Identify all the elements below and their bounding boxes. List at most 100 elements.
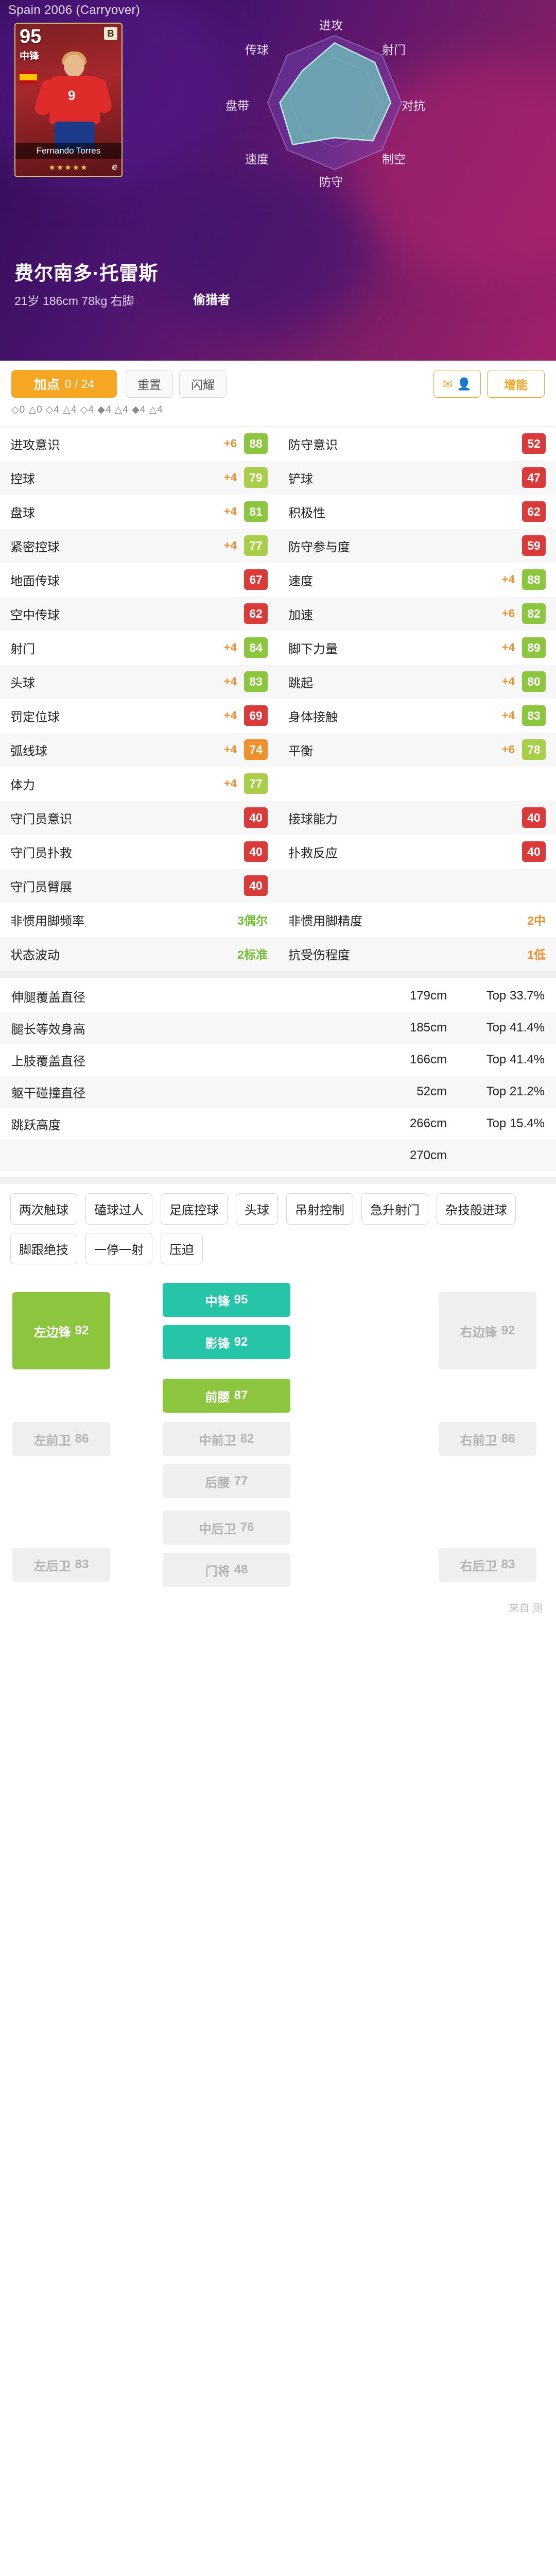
attribute-cell-right (278, 869, 556, 903)
attribute-value: 80 (522, 671, 546, 692)
figure-torso (49, 76, 100, 124)
boost-button[interactable]: 增能 (487, 370, 545, 398)
attribute-row: 体力 +4 77 (0, 767, 556, 801)
attribute-value: 89 (522, 637, 546, 658)
position-name: 影锋 (205, 1336, 230, 1351)
attribute-value: 79 (244, 467, 268, 488)
measure-label: 腿长等效身高 (11, 1022, 85, 1037)
attribute-cell-left: 进攻意识 +6 88 (0, 427, 278, 461)
shine-button[interactable]: 闪耀 (179, 370, 227, 398)
position-cell-中锋[interactable]: 中锋 95 (163, 1283, 290, 1317)
skill-chip[interactable]: 足底控球 (161, 1193, 228, 1225)
position-cell-右边锋[interactable]: 右边锋 92 (439, 1292, 536, 1369)
radar-label-1: 射门 (382, 43, 406, 57)
attribute-delta: +4 (223, 675, 237, 688)
measure-label: 跳跃高度 (11, 1118, 61, 1132)
add-points-label: 加点 (33, 378, 60, 392)
attribute-value: 69 (244, 705, 268, 726)
attribute-label: 平衡 (288, 744, 313, 758)
skill-chip[interactable]: 压迫 (161, 1233, 203, 1264)
attribute-label: 盘球 (10, 506, 35, 520)
trait-label: 状态波动 (10, 948, 60, 962)
skill-chip[interactable]: 头球 (236, 1193, 278, 1225)
player-header: Spain 2006 (Carryover) 95 中锋 B 9 Fernand… (0, 0, 556, 361)
position-cell-门将[interactable]: 门将 48 (163, 1553, 290, 1587)
radar-label-5: 速度 (245, 152, 269, 166)
position-cell-右前卫[interactable]: 右前卫 86 (439, 1422, 536, 1456)
position-name: 左边锋 (33, 1325, 71, 1340)
watermark: 来自 测 (509, 1603, 543, 1614)
add-points-button[interactable]: 加点 0 / 24 (11, 370, 117, 398)
skill-chip[interactable]: 脚跟绝技 (10, 1233, 77, 1264)
attribute-row: 弧线球 +4 74 平衡 +6 78 (0, 733, 556, 767)
position-cell-右后卫[interactable]: 右后卫 83 (439, 1548, 536, 1582)
attribute-cell-left: 守门员扑救 40 (0, 835, 278, 869)
attribute-value: 81 (244, 501, 268, 522)
player-meta: 21岁 186cm 78kg 右脚 (14, 294, 134, 308)
position-name: 中锋 (205, 1294, 230, 1309)
skill-chip[interactable]: 磕球过人 (85, 1193, 152, 1225)
measure-row: 270cm (0, 1140, 556, 1172)
measure-row: 躯干碰撞直径 52cm Top 21.2% (0, 1076, 556, 1108)
position-rating: 83 (501, 1557, 515, 1571)
position-ratings-grid: 来自 测 左边锋 92 中锋 95 影锋 92 右边锋 92 前腰 87 左前卫 86 中前卫 82 右前卫… (8, 1278, 548, 1614)
attribute-cell-right: 跳起 +4 80 (278, 665, 556, 699)
attribute-cell-left: 头球 +4 83 (0, 665, 278, 699)
attribute-value: 52 (522, 433, 546, 454)
attributes-table: 进攻意识 +6 88 防守意识 52 控球 +4 79 铲球 47 盘球 +4 81 积极性 62 紧密控球 +… (0, 427, 556, 971)
position-rating: 48 (234, 1563, 248, 1577)
attribute-row: 地面传球 67 速度 +4 88 (0, 563, 556, 597)
mail-icon: ✉ (443, 377, 453, 391)
attribute-value: 40 (244, 807, 268, 828)
position-name: 左前卫 (33, 1433, 71, 1448)
attribute-label: 进攻意识 (10, 438, 60, 452)
skill-chip[interactable]: 一停一射 (85, 1233, 152, 1264)
position-cell-左前卫[interactable]: 左前卫 86 (12, 1422, 110, 1456)
attribute-delta: +4 (223, 777, 237, 790)
attribute-value: 40 (244, 875, 268, 896)
player-detail-page: Spain 2006 (Carryover) 95 中锋 B 9 Fernand… (0, 0, 556, 1614)
skill-chip[interactable]: 杂技般进球 (437, 1193, 516, 1225)
trait-value: 3偶尔 (237, 914, 268, 927)
attribute-cell-right: 扑救反应 40 (278, 835, 556, 869)
player-playstyle: 偷猎者 (193, 293, 230, 307)
trait-label: 非惯用脚频率 (10, 914, 84, 928)
attribute-row: 盘球 +4 81 积极性 62 (0, 495, 556, 529)
legend-row: ◇0 △0 ◇4 △4 ◇4 ◆4 △4 ◆4 △4 (11, 404, 163, 415)
measure-percentile: Top 41.4% (486, 1021, 545, 1035)
position-cell-中后卫[interactable]: 中后卫 76 (163, 1511, 290, 1545)
position-cell-影锋[interactable]: 影锋 92 (163, 1325, 290, 1359)
skill-chip[interactable]: 吊射控制 (286, 1193, 353, 1225)
attribute-delta: +4 (223, 709, 237, 722)
position-cell-左后卫[interactable]: 左后卫 83 (12, 1548, 110, 1582)
attribute-label: 接球能力 (288, 812, 338, 826)
attribute-label: 守门员臂展 (10, 880, 72, 894)
mail-icon-button[interactable]: ✉ 👤 (433, 370, 481, 398)
attribute-row: 进攻意识 +6 88 防守意识 52 (0, 427, 556, 461)
position-cell-前腰[interactable]: 前腰 87 (163, 1379, 290, 1413)
position-cell-左边锋[interactable]: 左边锋 92 (12, 1292, 110, 1369)
attribute-label: 身体接触 (288, 710, 338, 724)
attribute-label: 控球 (10, 472, 35, 486)
attribute-label: 空中传球 (10, 608, 60, 622)
reset-button[interactable]: 重置 (126, 370, 173, 398)
attribute-value: 88 (244, 433, 268, 454)
skill-chip[interactable]: 两次触球 (10, 1193, 77, 1225)
measure-row: 伸腿覆盖直径 179cm Top 33.7% (0, 980, 556, 1012)
measure-percentile: Top 15.4% (486, 1116, 545, 1130)
measure-value: 166cm (409, 1053, 447, 1066)
trait-row: 非惯用脚频率 3偶尔 非惯用脚精度 2中 (0, 903, 556, 937)
position-rating: 95 (234, 1293, 248, 1307)
figure-head (64, 55, 84, 77)
player-card[interactable]: 95 中锋 B 9 Fernando Torres ★★★★★ e (14, 23, 123, 177)
radar-svg (267, 35, 403, 171)
measure-value: 270cm (409, 1148, 447, 1162)
position-cell-中前卫[interactable]: 中前卫 82 (163, 1422, 290, 1456)
position-rating: 86 (501, 1432, 515, 1446)
position-cell-后腰[interactable]: 后腰 77 (163, 1464, 290, 1498)
position-rating: 92 (75, 1324, 89, 1337)
attribute-cell-left: 罚定位球 +4 69 (0, 699, 278, 733)
position-rating: 82 (240, 1432, 254, 1446)
attribute-label: 头球 (10, 676, 35, 690)
skill-chip[interactable]: 急升射门 (361, 1193, 428, 1225)
